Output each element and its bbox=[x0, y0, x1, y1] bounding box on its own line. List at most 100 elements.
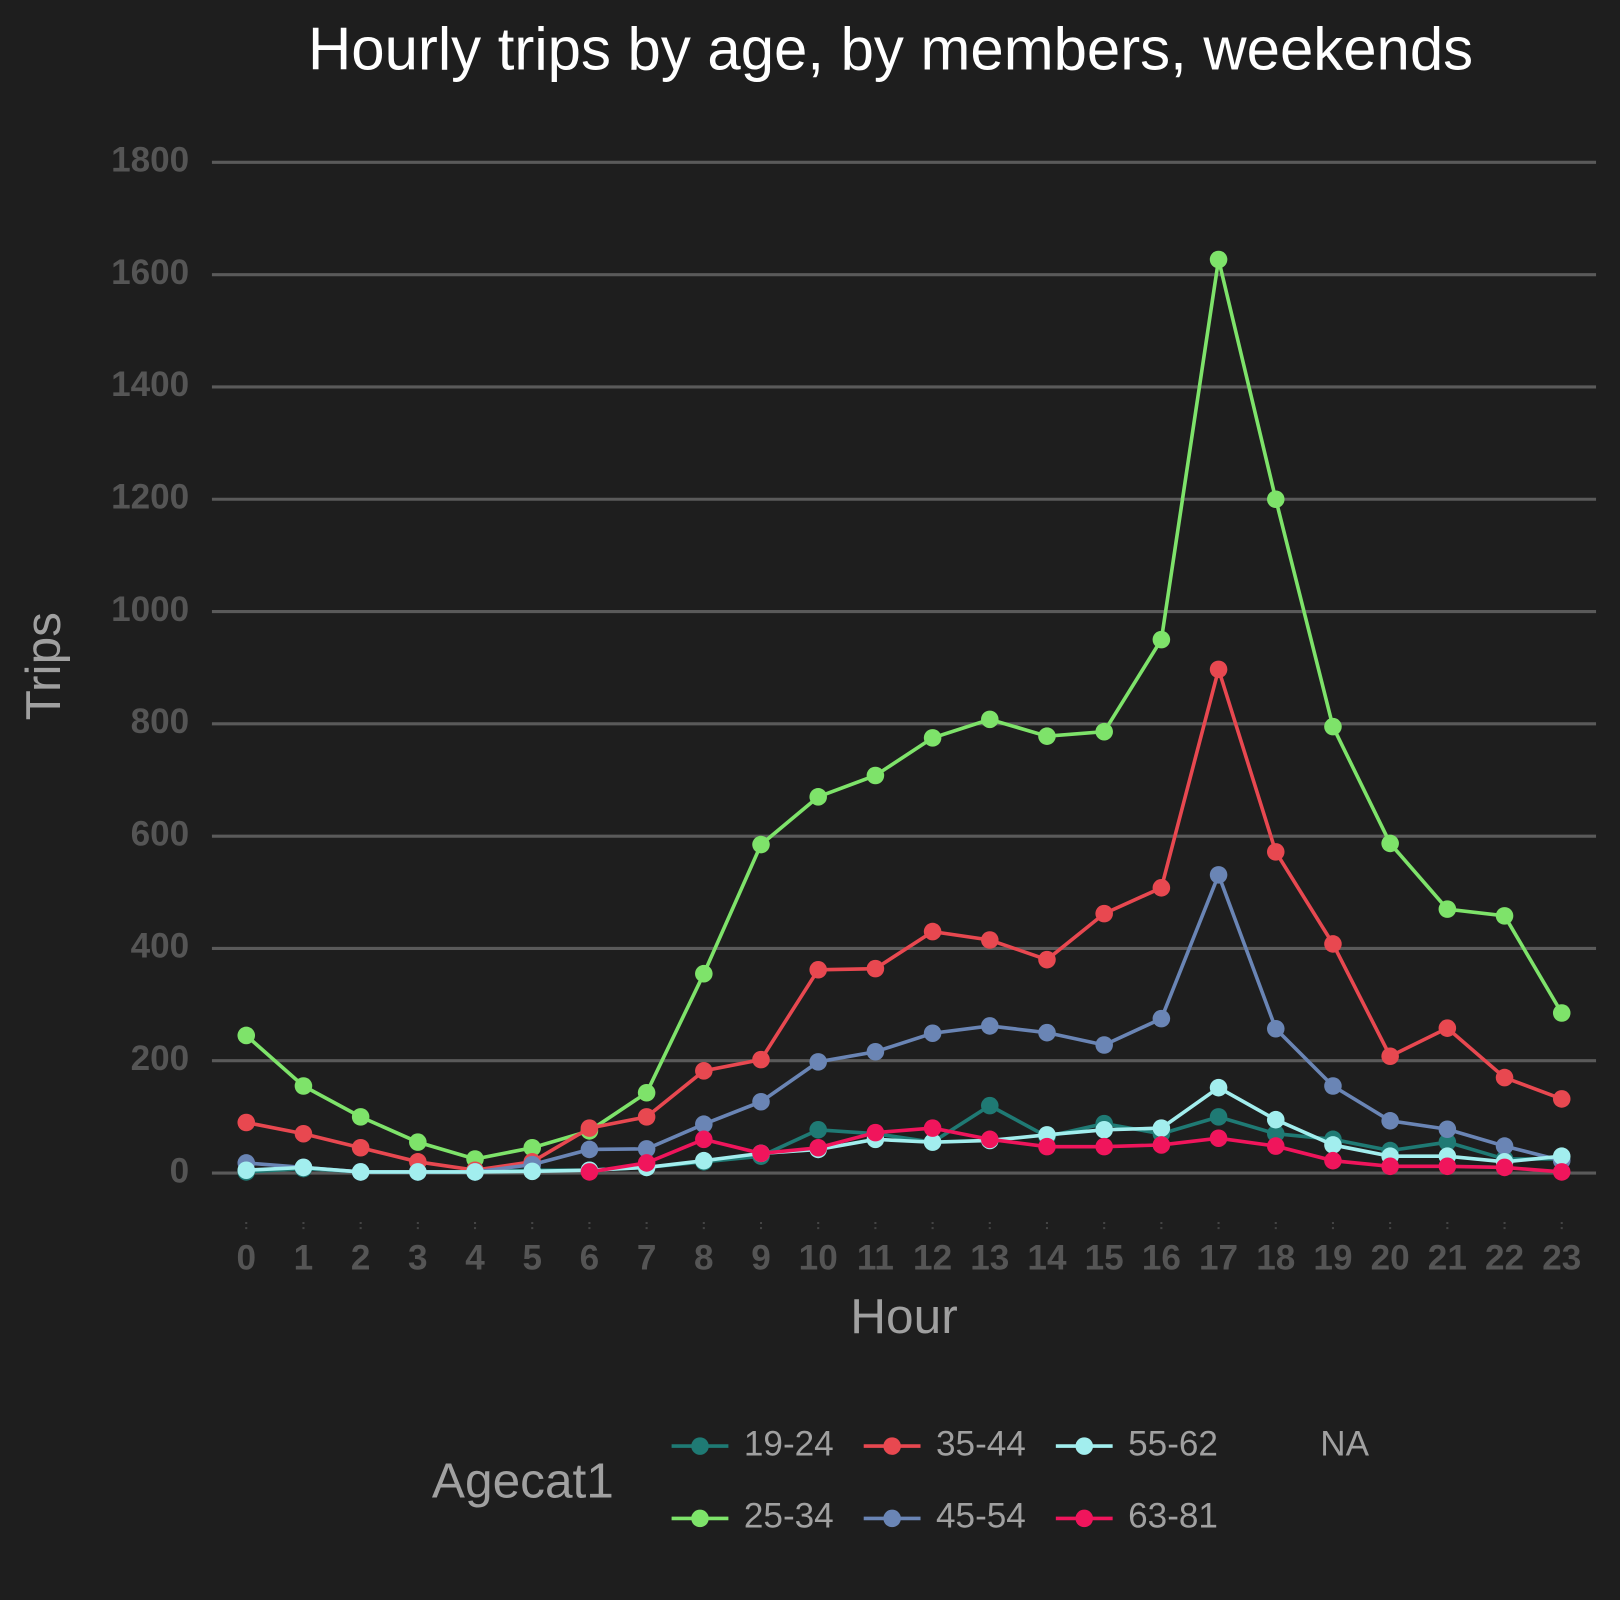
data-point bbox=[523, 1162, 542, 1181]
x-tick-label: 12 bbox=[913, 1238, 952, 1277]
data-point bbox=[637, 1154, 656, 1172]
data-point bbox=[580, 1163, 599, 1181]
data-point bbox=[1438, 1157, 1457, 1176]
data-point bbox=[695, 1130, 713, 1149]
data-point bbox=[1095, 722, 1113, 741]
data-point bbox=[1266, 843, 1285, 861]
x-tick-label: 15 bbox=[1085, 1238, 1124, 1277]
legend-label: 55-62 bbox=[1128, 1424, 1218, 1463]
data-point bbox=[695, 1115, 713, 1133]
data-point bbox=[1381, 1157, 1399, 1176]
x-tick-label: 6 bbox=[580, 1238, 600, 1277]
data-point bbox=[294, 1158, 313, 1177]
series-line bbox=[245, 259, 1564, 1161]
data-point bbox=[1152, 1119, 1171, 1137]
data-point bbox=[752, 1092, 770, 1111]
x-tick-label: 5 bbox=[522, 1238, 542, 1277]
legend-key-point bbox=[883, 1437, 901, 1455]
data-point bbox=[1209, 1078, 1228, 1097]
data-point bbox=[695, 964, 713, 983]
data-point bbox=[923, 1133, 942, 1151]
x-tick-label: 2 bbox=[351, 1238, 371, 1277]
data-point bbox=[409, 1133, 427, 1151]
data-point bbox=[1552, 1163, 1571, 1181]
data-point bbox=[466, 1163, 484, 1181]
legend-key-point bbox=[883, 1509, 901, 1528]
x-tick-label: 14 bbox=[1027, 1238, 1067, 1277]
data-point bbox=[1324, 1151, 1342, 1170]
data-point bbox=[294, 1124, 313, 1143]
legend-key-point bbox=[691, 1437, 709, 1455]
data-point bbox=[809, 960, 827, 979]
y-tick-label: 600 bbox=[131, 814, 190, 853]
data-point bbox=[1152, 630, 1171, 649]
data-point bbox=[809, 1121, 827, 1139]
data-point bbox=[695, 1151, 713, 1170]
data-point bbox=[1095, 1137, 1113, 1156]
x-tick-label: 19 bbox=[1313, 1238, 1352, 1277]
data-point bbox=[981, 710, 999, 729]
data-point bbox=[1266, 1124, 1285, 1143]
data-point bbox=[1324, 935, 1342, 953]
x-axis-label: Hour bbox=[850, 1288, 957, 1344]
legend-label: 35-44 bbox=[936, 1424, 1026, 1463]
x-tick-label: 16 bbox=[1142, 1238, 1181, 1277]
x-tick-label: 0 bbox=[236, 1238, 256, 1277]
x-tick-label: 4 bbox=[465, 1238, 485, 1277]
data-point bbox=[237, 1026, 256, 1045]
x-tick-label: 9 bbox=[751, 1238, 771, 1277]
x-tick-label: 13 bbox=[970, 1238, 1009, 1277]
x-tick-label: 3 bbox=[408, 1238, 428, 1277]
data-point bbox=[923, 922, 942, 941]
data-point bbox=[981, 1096, 999, 1115]
data-point bbox=[1495, 1158, 1514, 1177]
data-point bbox=[1152, 1136, 1171, 1154]
data-point bbox=[351, 1163, 370, 1181]
x-tick-label: 22 bbox=[1485, 1238, 1524, 1277]
data-point bbox=[695, 1062, 713, 1080]
data-point bbox=[1324, 1077, 1342, 1095]
y-tick-label: 800 bbox=[131, 702, 190, 741]
chart-title: Hourly trips by age, by members, weekend… bbox=[308, 16, 1473, 83]
data-point bbox=[523, 1138, 542, 1157]
data-point bbox=[866, 766, 885, 785]
data-point bbox=[1438, 1133, 1457, 1151]
data-point bbox=[1266, 1019, 1285, 1038]
y-tick-label: 1400 bbox=[111, 365, 189, 404]
legend-key-point bbox=[1075, 1509, 1094, 1528]
data-point bbox=[580, 1119, 599, 1137]
data-point bbox=[351, 1108, 370, 1126]
data-point bbox=[1438, 1120, 1457, 1139]
data-point bbox=[1552, 1147, 1571, 1165]
y-tick-label: 1000 bbox=[111, 590, 189, 629]
data-point bbox=[752, 1144, 770, 1163]
x-tick-label: 23 bbox=[1542, 1238, 1581, 1277]
data-point bbox=[409, 1163, 427, 1181]
data-point bbox=[1266, 1137, 1285, 1155]
data-point bbox=[1209, 1108, 1228, 1126]
data-point bbox=[923, 729, 942, 747]
x-tick-label: 20 bbox=[1371, 1238, 1410, 1277]
data-point bbox=[981, 1130, 999, 1149]
data-point bbox=[1324, 717, 1342, 736]
data-point bbox=[294, 1077, 313, 1095]
data-point bbox=[1095, 1036, 1113, 1054]
data-point bbox=[637, 1140, 656, 1158]
x-tick-label: 11 bbox=[857, 1238, 894, 1277]
data-point bbox=[1038, 727, 1056, 745]
data-point bbox=[237, 1113, 256, 1132]
data-point bbox=[1209, 866, 1228, 884]
legend-label: NA bbox=[1320, 1424, 1369, 1463]
data-point bbox=[1552, 1090, 1571, 1108]
series-line bbox=[246, 869, 1563, 1174]
data-point bbox=[809, 788, 827, 806]
y-tick-label: 0 bbox=[170, 1151, 190, 1190]
data-point bbox=[1209, 1129, 1228, 1147]
data-point bbox=[1381, 1112, 1399, 1130]
data-point bbox=[866, 1042, 885, 1061]
y-tick-label: 1600 bbox=[111, 253, 189, 292]
data-point bbox=[1381, 1047, 1399, 1066]
series-line bbox=[245, 662, 1563, 1173]
